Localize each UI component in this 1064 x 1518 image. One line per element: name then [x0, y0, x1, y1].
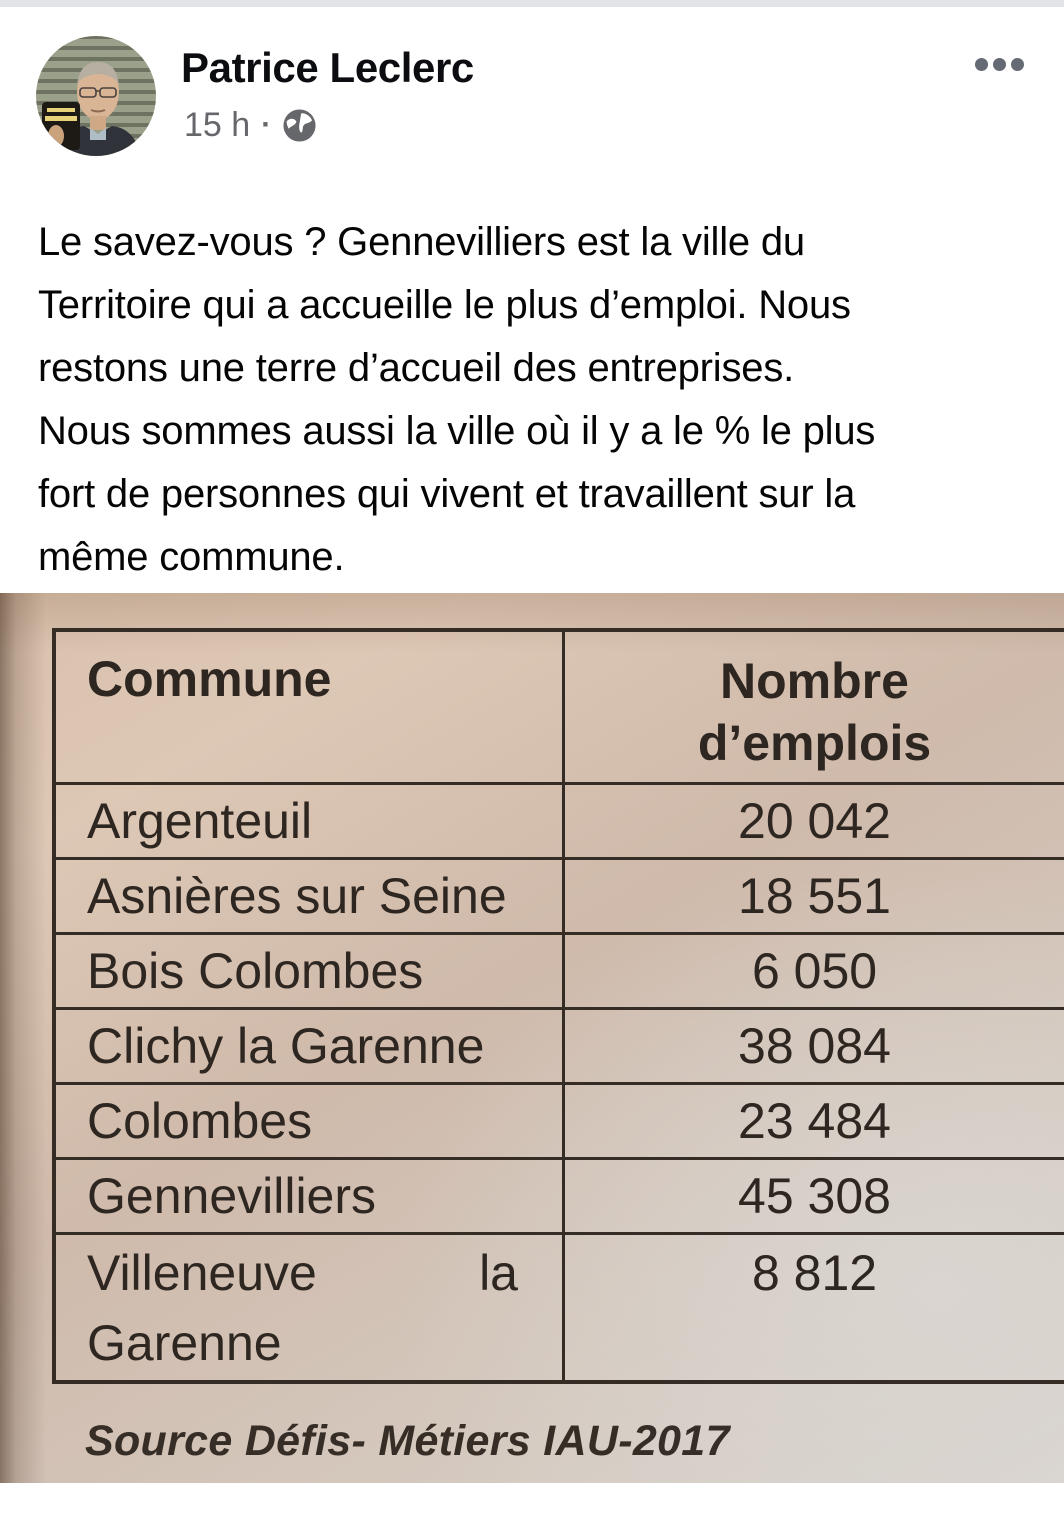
post-text-line: même commune. — [38, 535, 345, 579]
post-text-line: Territoire qui a accueille le plus d’emp… — [38, 283, 851, 327]
table-row: Bois Colombes 6 050 — [56, 932, 1064, 1007]
table-source-caption: Source Défis- Métiers IAU-2017 — [85, 1417, 730, 1465]
post-text-line: fort de personnes qui vivent et travaill… — [38, 472, 856, 516]
top-divider — [0, 0, 1064, 7]
post-text-line: Nous sommes aussi la ville où il y a le … — [38, 409, 876, 453]
post-text-line: Le savez-vous ? Gennevilliers est la vil… — [38, 220, 805, 264]
header-nombre-emplois: Nombre d’emplois — [697, 653, 932, 771]
table-row: Asnières sur Seine 18 551 — [56, 857, 1064, 932]
post-menu-button[interactable] — [975, 58, 1024, 71]
dot-icon — [1011, 58, 1024, 71]
table-header-row: Commune Nombre d’emplois — [56, 632, 1064, 782]
post-text: Le savez-vous ? Gennevilliers est la vil… — [38, 211, 1038, 589]
table-row: Argenteuil 20 042 — [56, 782, 1064, 857]
header-commune: Commune — [56, 632, 565, 782]
globe-icon — [283, 108, 316, 142]
jobs-table: Commune Nombre d’emplois Argenteuil 20 0… — [52, 628, 1064, 1384]
timestamp[interactable]: 15 h — [184, 105, 251, 144]
author-name[interactable]: Patrice Leclerc — [181, 44, 474, 91]
table-row: Colombes 23 484 — [56, 1082, 1064, 1157]
table-row: Clichy la Garenne 38 084 — [56, 1007, 1064, 1082]
table-row-villeneuve: Villeneuve la Garenne 8 812 — [56, 1232, 1064, 1380]
table-row: Gennevilliers 45 308 — [56, 1157, 1064, 1232]
dot-icon — [993, 58, 1006, 71]
dot-icon — [975, 58, 988, 71]
avatar[interactable] — [36, 36, 156, 156]
post-photo[interactable]: Commune Nombre d’emplois Argenteuil 20 0… — [0, 593, 1064, 1483]
post-text-line: restons une terre d’accueil des entrepri… — [38, 346, 795, 390]
post-meta: 15 h · — [184, 103, 317, 147]
meta-separator: · — [261, 108, 272, 141]
avatar-portrait — [42, 62, 142, 156]
